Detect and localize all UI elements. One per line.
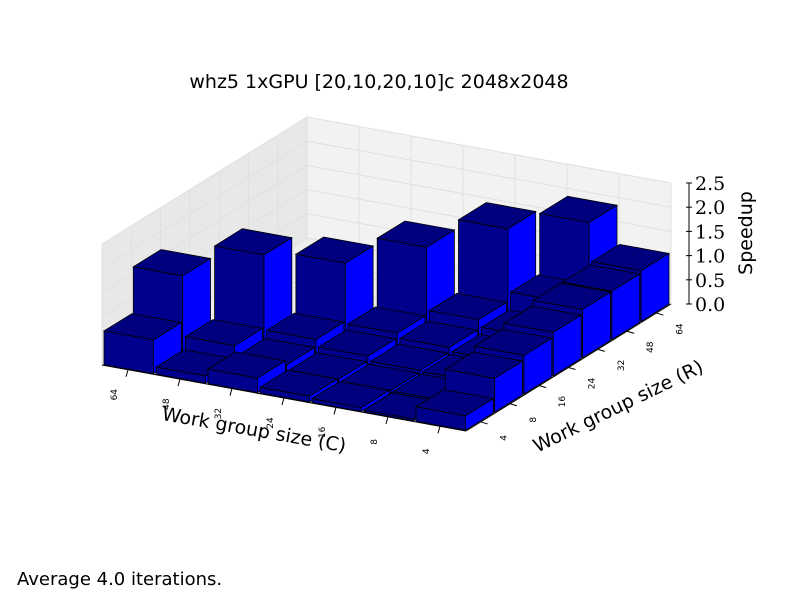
y-tick-label: 32 [617,360,627,371]
y-tick-label: 64 [675,323,685,335]
bar-top-face [265,312,345,340]
z-tick-label: 0.5 [695,270,725,292]
y-tick-mark [539,385,547,389]
grid-line [101,140,672,269]
axes: 6448322416844816243248640.00.51.01.52.02… [101,173,725,454]
x-tick-label: 8 [370,439,380,445]
y-tick-label: 24 [588,378,598,390]
x-axis-label: Work group size (C) [160,403,347,457]
z-axis-label: Speedup [735,191,757,275]
bar-top-face [538,195,619,223]
bar-top-face [317,329,397,357]
y-tick-mark [597,348,605,352]
bar-top-face [376,220,456,248]
bar-top-face [213,228,293,256]
bar [414,389,495,432]
x-tick-label: 48 [162,398,172,410]
z-tick-label: 1.0 [695,246,725,268]
x-tick-mark [281,397,285,406]
x-tick-label: 16 [318,426,328,438]
x-tick-label: 64 [110,389,120,401]
y-tick-label: 48 [646,341,656,353]
x-tick-mark [177,379,181,387]
bar-top-face [258,369,339,397]
z-tick-label: 2.5 [695,173,725,195]
y-tick-mark [626,330,635,334]
x-tick-mark [385,416,389,424]
y-tick-mark [509,403,518,407]
bar-top-face [502,305,583,333]
x-tick-mark [437,426,441,434]
y-tick-mark [480,421,488,425]
bar-top-face [398,320,479,348]
bar-top-face [473,328,553,356]
x-tick-mark [229,388,233,396]
bar-top-face [561,264,641,292]
bar [102,313,183,375]
y-tick-label: 16 [558,396,568,408]
y-tick-label: 8 [529,417,539,423]
grid-line [101,116,672,245]
bar-top-face [444,351,524,379]
bar-top-face [310,380,391,409]
bar-top-face [457,202,537,230]
bar-top-face [206,351,287,379]
z-tick-label: 1.5 [695,221,725,243]
x-tick-mark [125,369,129,377]
bar-top-face [590,243,671,272]
y-tick-label: 4 [500,435,510,441]
bar-top-face [346,306,427,334]
bar-top-face [102,313,183,341]
x-tick-label: 24 [266,417,276,429]
bar-top-face [414,389,495,417]
bar-top-face [532,282,612,310]
bar [376,220,456,331]
iterations-footnote: Average 4.0 iterations. [17,569,223,590]
chart-title: whz5 1xGPU [20,10,20,10]c 2048x2048 [189,71,568,93]
bar-top-face [294,236,375,264]
bar [258,369,339,403]
bar-top-face [369,343,449,371]
bar-top-face [184,319,264,347]
z-tick-label: 2.0 [695,197,725,219]
bar-top-face [132,249,212,277]
bar-top-face [428,292,508,320]
x-tick-mark [333,407,337,415]
x-tick-label: 32 [214,408,224,419]
x-tick-label: 4 [422,448,432,454]
y-tick-mark [656,312,664,316]
y-tick-mark [568,367,576,370]
z-tick-label: 0.0 [695,294,725,316]
bar [310,380,391,413]
bars [102,195,671,432]
